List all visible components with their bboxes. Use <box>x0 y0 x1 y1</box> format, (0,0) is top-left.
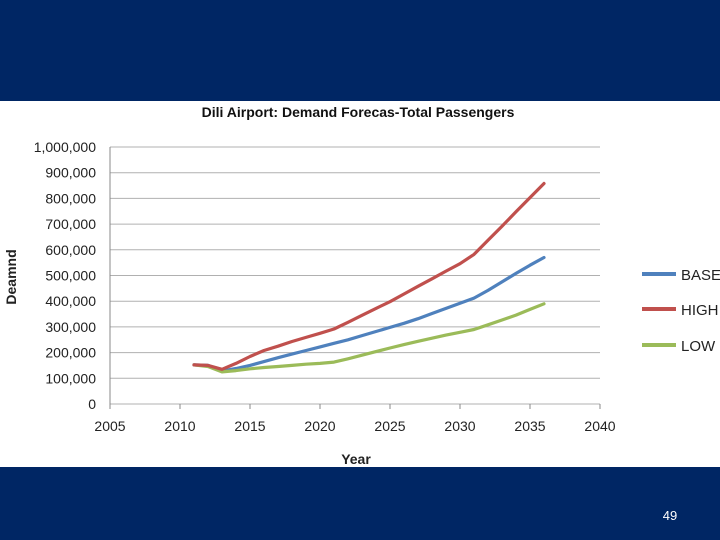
y-tick-label: 800,000 <box>45 190 96 206</box>
legend: BASE HIGH LOW <box>642 267 720 355</box>
x-tick-label: 2010 <box>164 418 195 434</box>
x-axis-title: Year <box>341 451 371 467</box>
x-tick-labels: 2005 2010 2015 2020 2025 2030 2035 2040 <box>94 418 615 434</box>
legend-label-high: HIGH <box>681 302 719 319</box>
y-tick-label: 400,000 <box>45 293 96 309</box>
x-tick-label: 2025 <box>374 418 405 434</box>
y-tick-label: 100,000 <box>45 370 96 386</box>
y-axis-title: Deamnd <box>3 249 19 304</box>
gridlines <box>109 146 601 409</box>
x-tick-label: 2015 <box>234 418 265 434</box>
series-lines <box>192 181 546 374</box>
y-tick-label: 700,000 <box>45 216 96 232</box>
slide-number: 49 <box>662 508 678 523</box>
series-line-low <box>192 302 546 374</box>
y-tick-label: 300,000 <box>45 319 96 335</box>
x-tick-label: 2030 <box>444 418 475 434</box>
y-tick-label: 500,000 <box>45 268 96 284</box>
legend-label-low: LOW <box>681 338 716 355</box>
footer-band <box>0 467 720 540</box>
x-tick-label: 2005 <box>94 418 125 434</box>
y-tick-labels: 0 100,000 200,000 300,000 400,000 500,000 600,… <box>34 139 97 412</box>
demand-forecast-chart: Dili Airport: Demand Forecas-Total Passe… <box>3 104 720 467</box>
chart-title: Dili Airport: Demand Forecas-Total Passe… <box>202 104 515 120</box>
y-tick-label: 200,000 <box>45 345 96 361</box>
title-band <box>0 0 720 101</box>
series-line-high <box>192 181 546 371</box>
series-line-base <box>192 255 546 373</box>
x-tick-label: 2035 <box>514 418 545 434</box>
y-tick-label: 600,000 <box>45 242 96 258</box>
legend-label-base: BASE <box>681 267 720 284</box>
x-tick-label: 2020 <box>304 418 335 434</box>
x-tick-label: 2040 <box>584 418 615 434</box>
y-tick-label: 900,000 <box>45 165 96 181</box>
y-tick-label: 1,000,000 <box>34 139 96 155</box>
y-tick-label: 0 <box>88 396 96 412</box>
